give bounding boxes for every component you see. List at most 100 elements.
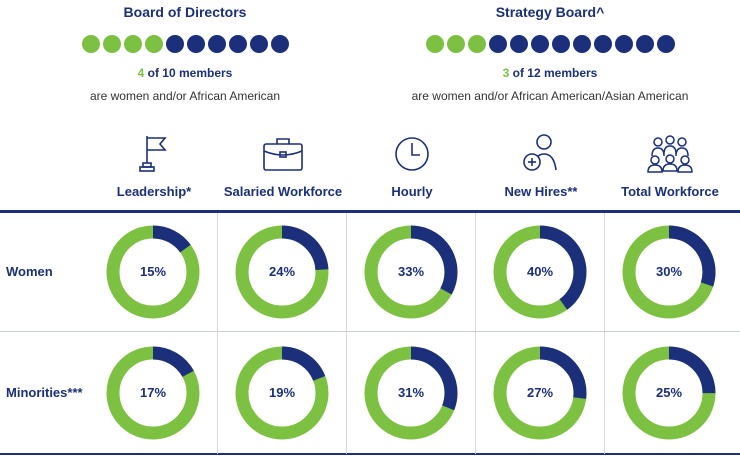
donut-women-1: 15% [105,224,201,320]
member-dot-highlighted [467,35,486,53]
briefcase-icon [263,138,303,171]
donut-value-label: 19% [268,385,296,400]
member-dot [165,35,184,53]
donut-women-5: 30% [621,224,717,320]
member-dot-highlighted [144,35,163,53]
donut-value-arc [364,346,458,440]
donut-value-label: 40% [526,264,554,279]
member-dot-highlighted [81,35,100,53]
donut-value-arc [235,225,329,319]
member-dot-highlighted [123,35,142,53]
member-dot [635,35,654,53]
member-dot [593,35,612,53]
category-label: Total Workforce [621,184,719,199]
member-dot [509,35,528,53]
highlight-count: 3 [502,66,510,80]
member-dots [385,35,715,53]
row-label-women: Women [6,264,53,279]
donut-value-arc [493,346,587,440]
category-label: Hourly [391,184,433,199]
board-of-directors: Board of Directors 4 of 10 members are w… [20,0,350,103]
member-dot [572,35,591,53]
donut-chart [493,346,587,440]
category-salaried: Salaried Workforce [218,132,348,199]
donut-value-arc [622,346,716,440]
donut-value-arc [235,346,329,440]
board-title: Board of Directors [123,4,247,20]
column-divider [604,213,605,454]
donut-minorities-1: 17% [105,345,201,441]
donut-minorities-3: 31% [363,345,459,441]
donut-value-label: 27% [526,385,554,400]
member-dot-highlighted [425,35,444,53]
donut-value-label: 15% [139,264,167,279]
column-divider [475,213,476,454]
donut-chart [622,346,716,440]
member-dot-highlighted [102,35,121,53]
board-subtitle: are women and/or African American/Asian … [411,89,689,103]
column-divider [217,213,218,454]
category-label: Leadership* [116,184,192,199]
donut-value-arc [622,225,716,319]
donut-minorities-5: 25% [621,345,717,441]
donut-value-label: 33% [397,264,425,279]
donut-chart [622,225,716,319]
donut-value-label: 17% [139,385,167,400]
donut-chart [364,225,458,319]
donut-value-label: 31% [397,385,425,400]
member-dot [530,35,549,53]
donut-chart [493,225,587,319]
member-dot [186,35,205,53]
member-count: 3 of 12 members [385,66,715,80]
member-dots [20,35,350,53]
table-bottom-rule [0,453,740,455]
flag-icon [139,136,167,172]
row-divider [0,331,740,332]
member-dot [228,35,247,53]
donut-value-arc [493,225,587,319]
board-title: Strategy Board^ [495,4,605,20]
member-dot [614,35,633,53]
donut-women-4: 40% [492,224,588,320]
member-dot [656,35,675,53]
members-text: of 10 members [144,66,233,80]
donut-value-label: 24% [268,264,296,279]
category-leadership: Leadership* [89,132,219,199]
column-divider [346,213,347,454]
category-label: New Hires** [504,184,578,199]
clock-icon [395,137,429,171]
member-dot [249,35,268,53]
member-dot [488,35,507,53]
member-dot [551,35,570,53]
donut-value-arc [106,225,200,319]
donut-women-2: 24% [234,224,330,320]
donut-minorities-4: 27% [492,345,588,441]
donut-minorities-2: 19% [234,345,330,441]
board-subtitle: are women and/or African American [89,89,281,103]
donut-chart [235,225,329,319]
donut-chart [106,346,200,440]
donut-value-label: 25% [655,385,683,400]
highlight-count: 4 [137,66,145,80]
add-person-icon [523,134,557,171]
donut-chart [106,225,200,319]
category-label: Salaried Workforce [223,184,343,199]
donut-value-arc [364,225,458,319]
member-dot [270,35,289,53]
member-count: 4 of 10 members [20,66,350,80]
donut-chart [364,346,458,440]
category-hourly: Hourly [347,132,477,199]
donut-chart [235,346,329,440]
donut-value-arc [106,346,200,440]
category-total: Total Workforce [605,132,735,199]
member-dot-highlighted [446,35,465,53]
donut-women-3: 33% [363,224,459,320]
donut-value-label: 30% [655,264,683,279]
category-new-hires: New Hires** [476,132,606,199]
members-text: of 12 members [509,66,598,80]
strategy-board: Strategy Board^ 3 of 12 members are wome… [385,0,715,103]
row-label-minorities: Minorities*** [6,385,83,400]
table-top-rule [0,210,740,213]
group-icon [647,135,693,173]
member-dot [207,35,226,53]
